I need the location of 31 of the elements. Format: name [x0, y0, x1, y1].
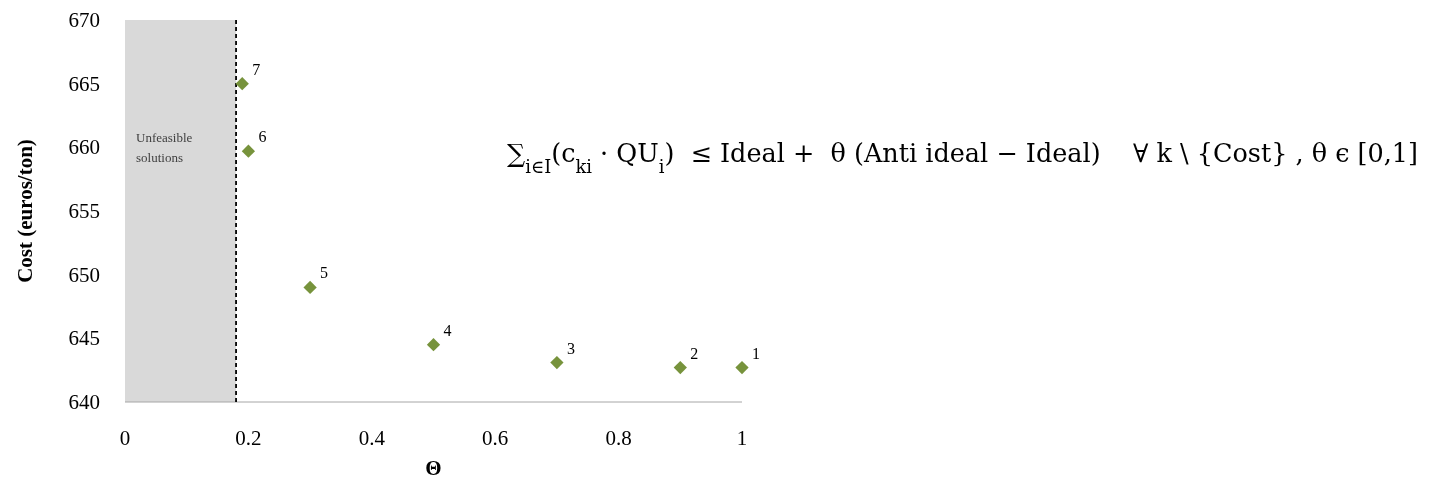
y-tick-label: 650 [68, 262, 100, 287]
x-tick-label: 0.6 [482, 426, 509, 450]
point [673, 360, 687, 375]
x-tick-label: 0.4 [358, 426, 386, 450]
annotation: 3 [566, 339, 575, 357]
annotation: 5 [320, 264, 329, 282]
x-tick-label: 0.2 [235, 426, 262, 450]
y-tick-label: 645 [68, 326, 100, 351]
y-tick-label: 640 [68, 390, 100, 414]
x-axis-title: Θ [425, 456, 442, 480]
point [235, 77, 249, 91]
point [303, 280, 317, 295]
annotation: 2 [690, 344, 699, 362]
x-tick-label: 1 [736, 426, 748, 450]
band-label: Unfeasible solutions [136, 130, 193, 165]
point [241, 144, 256, 158]
point [550, 355, 564, 370]
y-tick-label: 660 [68, 135, 100, 160]
annotation: 7 [252, 60, 261, 78]
annotation: 1 [752, 344, 760, 362]
y-axis-title: Cost (euros/ton) [13, 139, 37, 283]
point [735, 360, 749, 375]
annotation: 6 [258, 128, 267, 146]
x-tick-label: 0 [119, 426, 131, 450]
point [426, 338, 441, 352]
y-tick-label: 655 [68, 199, 100, 223]
x-tick-label: 0.8 [605, 426, 632, 450]
y-tick-label: 665 [68, 71, 100, 96]
annotation: 4 [443, 321, 452, 339]
annotation: ∑$_{i∈I}$(c$_{ki}$ · QU$_{i}$) ≤ Ideal + θ (Anti ideal − Ideal) ∀ k \ {Cost} , θ ϵ [0,1] [507, 138, 1419, 177]
y-tick-label: 670 [68, 8, 100, 32]
